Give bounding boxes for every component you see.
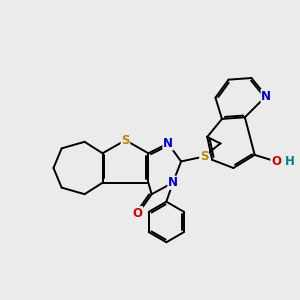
- Text: N: N: [261, 89, 271, 103]
- Text: S: S: [200, 150, 208, 163]
- Text: O: O: [133, 207, 142, 220]
- Text: O: O: [271, 155, 281, 168]
- Text: H: H: [285, 155, 295, 168]
- Text: N: N: [168, 176, 178, 189]
- Text: N: N: [163, 137, 173, 150]
- Text: S: S: [121, 134, 130, 147]
